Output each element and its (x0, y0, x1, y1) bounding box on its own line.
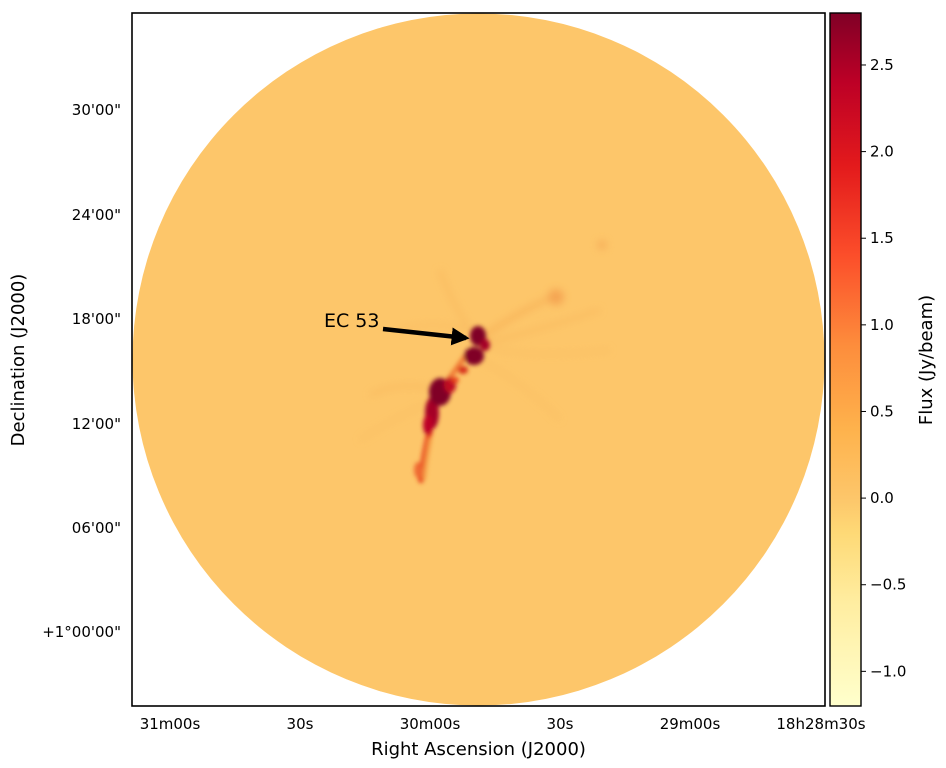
x-tick-label: 31m00s (140, 715, 201, 733)
colorbar-tick-label: 0.0 (870, 489, 894, 507)
annotation-text: EC 53 (324, 310, 380, 332)
y-axis-title: Declination (J2000) (8, 274, 29, 447)
faint-filaments (359, 240, 611, 442)
colorbar-label: Flux (Jy/beam) (916, 295, 937, 425)
colorbar-tick-label: 2.5 (870, 56, 894, 74)
plot-frame (131, 12, 826, 707)
colorbar-tick-label: 2.0 (870, 143, 894, 161)
colorbar-tick-label: 1.0 (870, 316, 894, 334)
colorbar-tick-label: 0.5 (870, 402, 894, 420)
y-tick-label: 24'00" (72, 206, 121, 224)
y-tick-label: +1°00'00" (42, 623, 121, 641)
x-tick-label: 30m00s (400, 715, 461, 733)
y-tick-labels: 30'00" 24'00" 18'00" 12'00" 06'00" +1°00'00" (42, 101, 121, 641)
y-tick-label: 06'00" (72, 519, 121, 537)
sky-map (132, 13, 825, 706)
annotation: EC 53 (324, 310, 470, 346)
colorbar-tick-label: −0.5 (870, 576, 906, 594)
x-axis-title: Right Ascension (J2000) (371, 739, 586, 760)
colorbar-gradient (829, 12, 862, 707)
colorbar-tick-label: 1.5 (870, 229, 894, 247)
y-tick-label: 18'00" (72, 310, 121, 328)
x-tick-label: 18h28m30s (776, 715, 865, 733)
x-tick-label: 29m00s (660, 715, 721, 733)
y-tick-label: 12'00" (72, 415, 121, 433)
x-tick-label: 30s (287, 715, 314, 733)
x-tick-labels: 31m00s 30s 30m00s 30s 29m00s 18h28m30s (140, 715, 866, 733)
x-tick-label: 30s (547, 715, 574, 733)
annotation-arrow (382, 326, 470, 346)
colorbar: 2.5 2.0 1.5 1.0 0.5 0.0 −0.5 −1.0 Flux (Jy/beam… (829, 12, 937, 707)
colorbar-tick-label: −1.0 (870, 662, 906, 680)
y-tick-label: 30'00" (72, 101, 121, 119)
colorbar-ticks: 2.5 2.0 1.5 1.0 0.5 0.0 −0.5 −1.0 (861, 56, 906, 680)
emission-filament (414, 326, 490, 483)
